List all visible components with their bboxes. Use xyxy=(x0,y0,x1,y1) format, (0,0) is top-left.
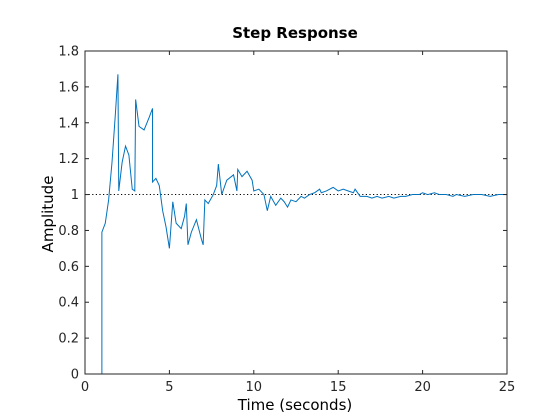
y-tick-label: 0.4 xyxy=(58,296,79,311)
y-tick-label: 1.8 xyxy=(58,45,79,60)
y-tick-label: 1.4 xyxy=(58,116,79,131)
plot-area xyxy=(85,51,507,374)
y-axis-label: Amplitude xyxy=(39,176,57,253)
x-tick-label: 20 xyxy=(414,380,431,395)
plot-border xyxy=(84,50,508,375)
y-tick-label: 1 xyxy=(71,188,79,203)
y-tick-label: 0.6 xyxy=(58,260,79,275)
series-line-step-response xyxy=(85,74,507,375)
x-axis-label: Time (seconds) xyxy=(237,396,353,414)
y-axis-ticks: 0 0.2 0.4 0.6 0.8 1 1.2 1.4 1.6 1.8 xyxy=(58,45,507,383)
x-tick-label: 5 xyxy=(165,380,173,395)
y-tick-label: 0 xyxy=(71,368,79,383)
x-tick-label: 0 xyxy=(81,380,89,395)
y-tick-label: 0.2 xyxy=(58,332,79,347)
x-axis-ticks: 0 5 10 15 20 25 xyxy=(81,51,515,395)
chart-title: Step Response xyxy=(232,24,358,42)
y-tick-label: 1.2 xyxy=(58,152,79,167)
x-tick-label: 25 xyxy=(499,380,516,395)
y-tick-label: 0.8 xyxy=(58,224,79,239)
x-tick-label: 15 xyxy=(330,380,347,395)
y-tick-label: 1.6 xyxy=(58,80,79,95)
x-tick-label: 10 xyxy=(246,380,263,395)
